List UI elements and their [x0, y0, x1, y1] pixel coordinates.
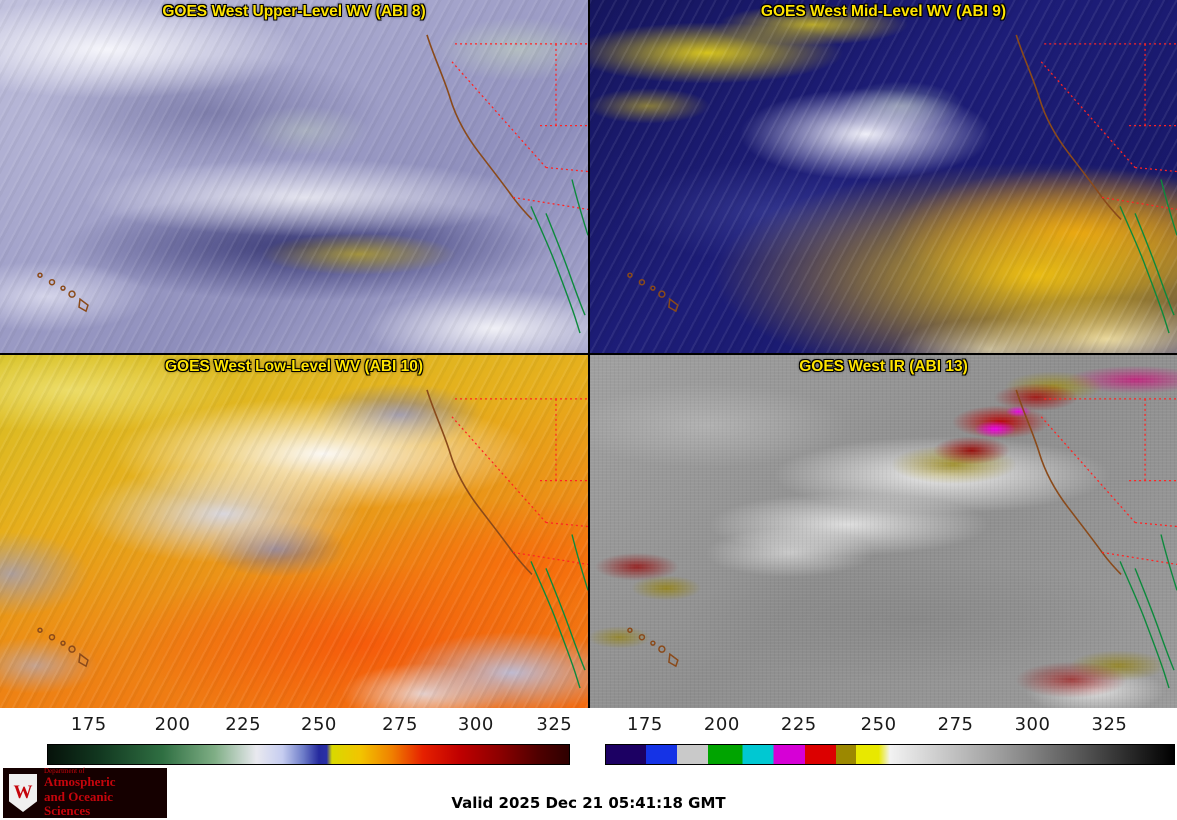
- wv-colorbar-group: 175 200 225 250 275 300 325: [47, 714, 573, 765]
- map-borders-overlay: [627, 34, 1177, 334]
- tick-label: 175: [626, 714, 663, 735]
- panel-ir: GOES West IR (ABI 13): [590, 355, 1177, 708]
- logo-line1: Atmospheric: [44, 774, 116, 790]
- panel-low-level-wv: GOES West Low-Level WV (ABI 10): [0, 355, 588, 708]
- tick-label: 325: [536, 714, 573, 735]
- tick-label: 300: [1014, 714, 1051, 735]
- tick-label: 250: [860, 714, 897, 735]
- wv-flow-texture: [590, 0, 1177, 353]
- map-borders-overlay: [37, 389, 588, 689]
- uw-aos-logo: W Department of Atmospheric and Oceanic …: [3, 766, 167, 819]
- wv-flow-texture: [0, 355, 588, 708]
- map-borders-overlay: [37, 34, 588, 334]
- crest-letter: W: [13, 782, 33, 803]
- tick-label: 225: [225, 714, 262, 735]
- ir-colorbar: [605, 744, 1175, 765]
- ir-grain-texture: [590, 355, 1177, 708]
- valid-timestamp: Valid 2025 Dec 21 05:41:18 GMT: [451, 794, 726, 812]
- panel-mid-level-wv: GOES West Mid-Level WV (ABI 9): [590, 0, 1177, 353]
- tick-label: 175: [70, 714, 107, 735]
- satellite-quad-grid: GOES West Upper-Level WV (ABI 8) GOES We…: [0, 0, 1177, 708]
- tick-label: 275: [937, 714, 974, 735]
- wv-flow-texture: [0, 0, 588, 353]
- uw-crest-icon: W: [9, 774, 37, 812]
- panel-upper-level-wv: GOES West Upper-Level WV (ABI 8): [0, 0, 588, 353]
- panel-title-ir: GOES West IR (ABI 13): [799, 358, 968, 375]
- tick-label: 275: [382, 714, 418, 735]
- satellite-image-low-level-wv: [0, 355, 588, 708]
- ir-colorbar-group: 175 200 225 250 275 300 325: [605, 714, 1175, 765]
- satellite-image-mid-level-wv: [590, 0, 1177, 353]
- wv-colorbar-ticks: 175 200 225 250 275 300 325: [47, 714, 573, 740]
- tick-label: 200: [154, 714, 191, 735]
- satellite-image-upper-level-wv: [0, 0, 588, 353]
- tick-label: 225: [780, 714, 817, 735]
- ir-colorbar-ticks: 175 200 225 250 275 300 325: [605, 714, 1175, 740]
- wv-colorbar: [47, 744, 570, 765]
- map-borders-overlay: [627, 389, 1177, 689]
- logo-dept-line: Department of: [44, 766, 85, 775]
- tick-label: 325: [1091, 714, 1128, 735]
- panel-title-low-level-wv: GOES West Low-Level WV (ABI 10): [164, 358, 424, 375]
- tick-label: 250: [301, 714, 337, 735]
- satellite-image-ir: [590, 355, 1177, 708]
- tick-label: 200: [703, 714, 740, 735]
- legend-footer: 175 200 225 250 275 300 325 175 200 225 …: [0, 708, 1177, 820]
- logo-text-block: Department of Atmospheric and Oceanic Sc…: [44, 766, 161, 819]
- tick-label: 300: [457, 714, 494, 735]
- panel-title-upper-level-wv: GOES West Upper-Level WV (ABI 8): [162, 3, 426, 20]
- logo-line2: and Oceanic Sciences: [44, 788, 113, 818]
- panel-title-mid-level-wv: GOES West Mid-Level WV (ABI 9): [760, 3, 1007, 20]
